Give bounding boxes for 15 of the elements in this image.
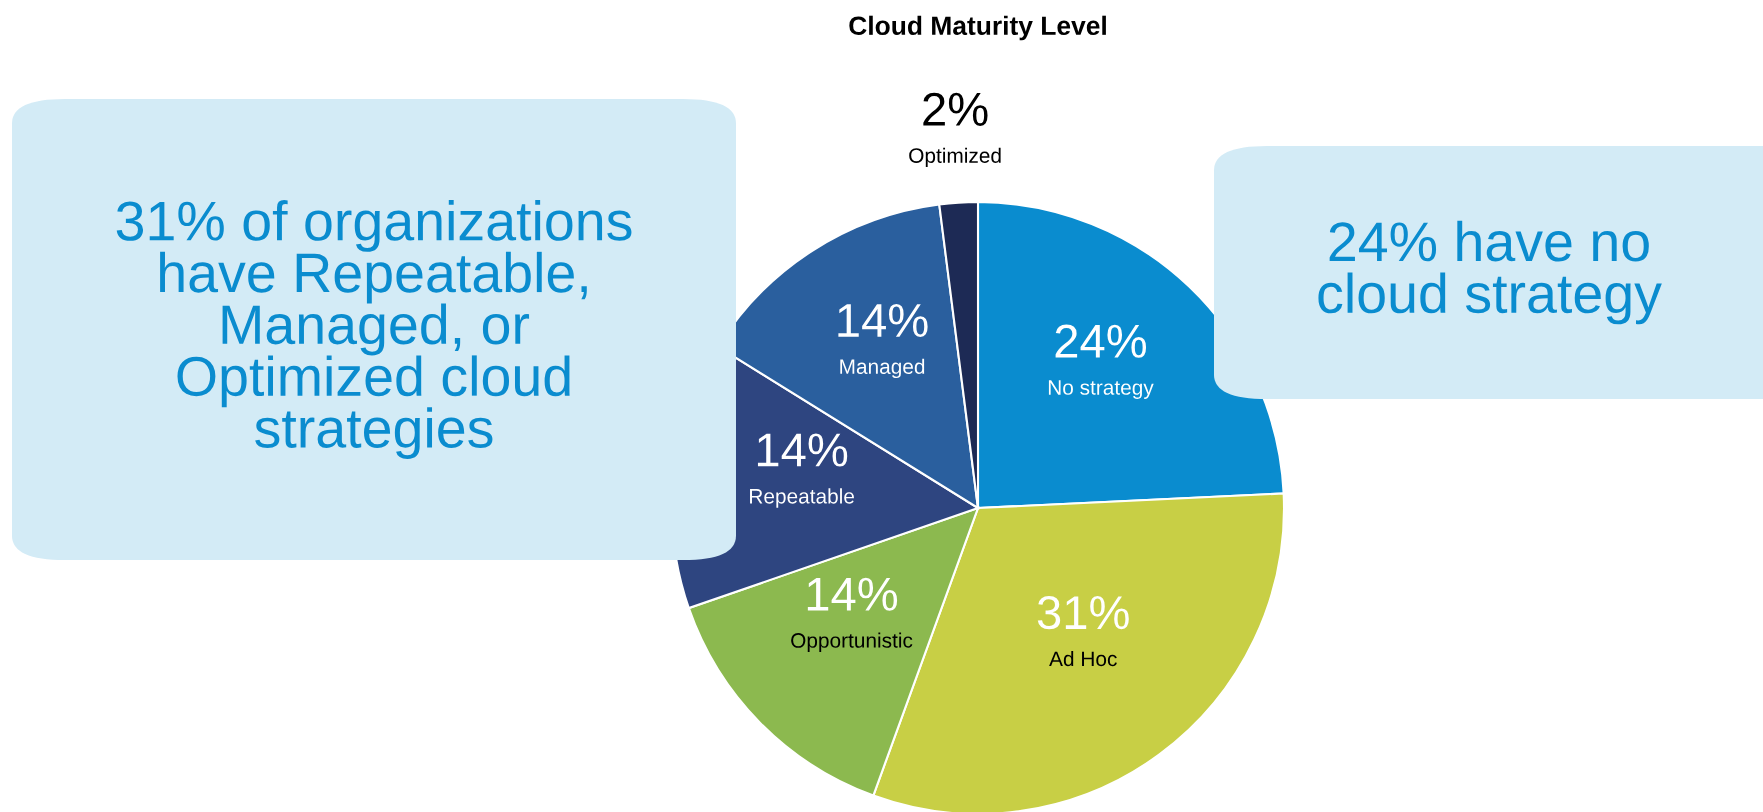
data-label: 14% xyxy=(838,303,928,337)
slice-label: Opportunistic xyxy=(791,632,913,652)
slice-label: Managed xyxy=(840,358,925,379)
chart-title: Cloud Maturity Level xyxy=(849,15,1106,41)
data-label: 14% xyxy=(757,433,848,467)
slice-label: Optimized xyxy=(909,147,1001,168)
text: 24% have no cloud strategy xyxy=(1318,220,1662,325)
slice-label: Ad Hoc xyxy=(1049,650,1117,667)
data-label: 31% xyxy=(1037,595,1129,630)
slice-label: Repeatable xyxy=(750,488,854,508)
data-label: 2% xyxy=(923,92,988,126)
data-label: 14% xyxy=(807,577,898,611)
text: 31% of organizations have Repeatable, Managed, or Optimized cloud strategies xyxy=(116,200,632,459)
data-label: 24% xyxy=(1055,324,1147,358)
slice-label: No strategy xyxy=(1048,380,1154,399)
